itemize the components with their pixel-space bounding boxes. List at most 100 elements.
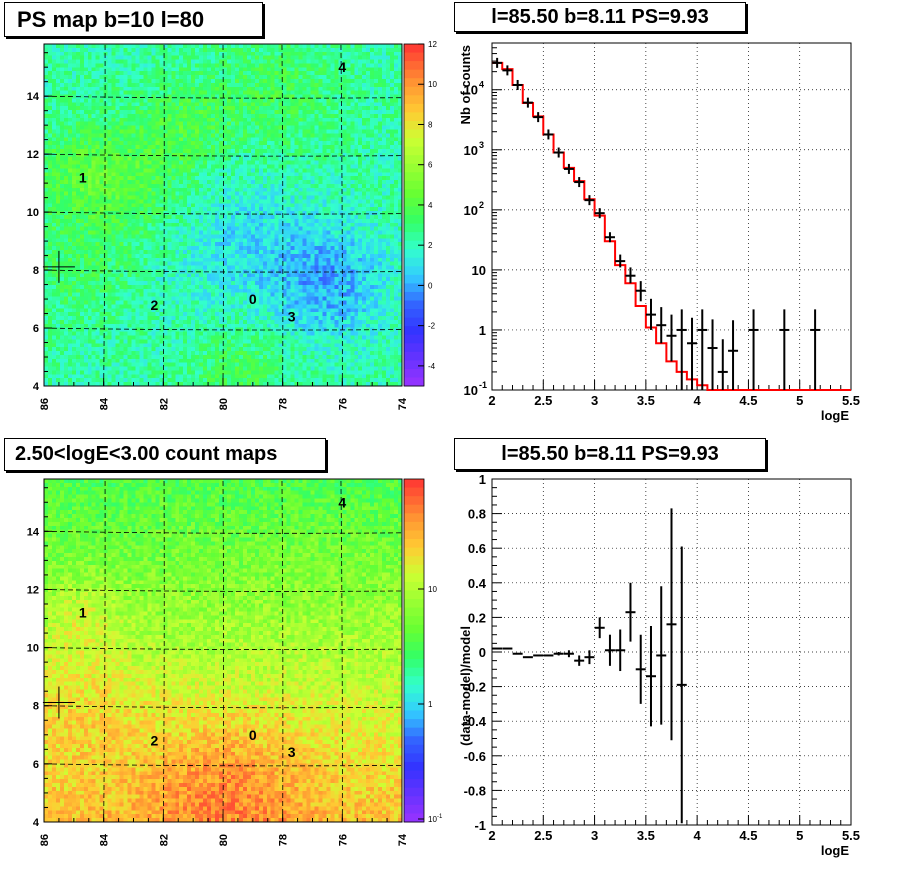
- spectrum-ytick-exp: -1: [479, 380, 487, 390]
- spectrum-ytick-label: 10: [464, 383, 478, 398]
- count-map-ytick-label: 4: [33, 817, 40, 829]
- count-colorbar-cell: [404, 641, 424, 651]
- ps-colorbar-cell: [404, 95, 424, 105]
- count-colorbar-cell: [404, 804, 424, 814]
- count-map-grid-meridian: [340, 478, 343, 823]
- count-colorbar-cell: [404, 693, 424, 703]
- residual-data-point: [594, 617, 605, 639]
- spectrum-data-point: [574, 177, 585, 188]
- count-map-xtick-label: 78: [278, 834, 290, 846]
- spectrum-data-point: [645, 298, 656, 330]
- spectrum-data-point: [728, 320, 739, 390]
- ps-colorbar-label: 8: [428, 120, 433, 129]
- spectrum-ytick-label: 1: [479, 323, 486, 338]
- count-colorbar-cell: [404, 624, 424, 634]
- count-map-xtick-label: 76: [337, 834, 349, 846]
- count-map-source-label-1: 1: [79, 605, 87, 621]
- spectrum-data-point: [748, 309, 759, 390]
- spectrum-data-point: [522, 97, 533, 108]
- residual-data-point: [604, 634, 615, 666]
- ps-colorbar-label: 6: [428, 161, 433, 170]
- ps-map-ytick-label: 4: [33, 381, 40, 393]
- count-colorbar-cell: [404, 787, 424, 797]
- count-map-ytick-label: 10: [27, 643, 39, 655]
- ps-map-grid-meridian: [222, 43, 224, 387]
- ps-map-source-label-0: 0: [249, 291, 257, 307]
- ps-colorbar-label: 4: [428, 201, 433, 210]
- residual-data-point: [584, 650, 595, 665]
- ps-colorbar-label: 0: [428, 281, 433, 290]
- spectrum-data-point: [656, 307, 667, 344]
- ps-colorbar-cell: [404, 360, 424, 370]
- count-map-source-label-0: 0: [249, 727, 257, 743]
- spectrum-data-point: [512, 79, 523, 90]
- ps-colorbar-cell: [404, 317, 424, 327]
- count-colorbar-cell: [404, 744, 424, 754]
- ps-map-grid-meridian: [162, 43, 165, 387]
- residual-title: l=85.50 b=8.11 PS=9.93: [454, 438, 766, 470]
- spectrum-data-point: [553, 147, 564, 158]
- count-colorbar-cell: [404, 813, 424, 823]
- spectrum-model-line: [492, 61, 851, 391]
- spectrum-xlabel: logE: [821, 408, 849, 423]
- count-colorbar-cell: [404, 607, 424, 617]
- ps-map-grid-meridian: [281, 43, 284, 387]
- residual-xtick-label: 3.5: [637, 828, 655, 843]
- ps-map-source-label-4: 4: [338, 59, 346, 75]
- spectrum-data-point: [615, 254, 626, 268]
- spectrum-data-point: [635, 281, 646, 302]
- count-map-grid-parallel: [43, 589, 403, 592]
- residual-ytick-label: 0.6: [468, 541, 486, 556]
- count-colorbar-cell: [404, 770, 424, 780]
- residual-data-point: [553, 652, 564, 656]
- count-colorbar-cell: [404, 564, 424, 574]
- ps-map-xtick-label: 82: [158, 398, 170, 410]
- residual-xtick-label: 4: [694, 828, 702, 843]
- spectrum-data-point: [666, 314, 677, 362]
- spectrum-data-point: [676, 309, 687, 390]
- residual-data-point: [666, 508, 677, 741]
- spectrum-ytick-label: 10: [464, 83, 478, 98]
- count-colorbar-cell: [404, 479, 424, 489]
- count-colorbar-cell: [404, 667, 424, 677]
- count-colorbar-cell: [404, 487, 424, 497]
- count-colorbar-cell: [404, 719, 424, 729]
- spectrum-xtick-label: 4: [694, 393, 702, 408]
- count-colorbar-cell: [404, 779, 424, 789]
- spectrum-data-point: [543, 129, 554, 140]
- ps-map-xtick-label: 80: [218, 398, 230, 410]
- residual-xtick-label: 2.5: [534, 828, 552, 843]
- ps-colorbar-cell: [404, 206, 424, 216]
- ps-map-grid-parallel: [43, 153, 403, 157]
- count-map-source-label-4: 4: [338, 494, 346, 510]
- count-colorbar-cell: [404, 796, 424, 806]
- ps-colorbar-cell: [404, 351, 424, 361]
- count-map-grid-meridian: [103, 478, 106, 823]
- ps-colorbar-cell: [404, 172, 424, 182]
- ps-colorbar-cell: [404, 112, 424, 122]
- ps-colorbar-cell: [404, 52, 424, 62]
- residual-ytick-label: 0.4: [468, 576, 487, 591]
- residual-data-point: [656, 586, 667, 725]
- ps-map-grid-meridian: [340, 43, 343, 387]
- count-map-grid-parallel: [43, 647, 403, 650]
- spectrum-ylabel: Nb of counts: [458, 45, 473, 124]
- count-colorbar-cell: [404, 710, 424, 720]
- count-colorbar-exp: -1: [437, 814, 443, 820]
- residual-ytick-label: 0: [479, 645, 486, 660]
- ps-map-title: PS map b=10 l=80: [4, 2, 263, 37]
- ps-colorbar-cell: [404, 232, 424, 242]
- ps-map-source-label-3: 3: [288, 308, 296, 324]
- count-map-source-label-2: 2: [150, 733, 158, 749]
- ps-colorbar-cell: [404, 86, 424, 96]
- ps-colorbar-cell: [404, 266, 424, 276]
- count-colorbar-cell: [404, 753, 424, 763]
- count-map-xtick-label: 84: [99, 833, 111, 846]
- count-map-grid-meridian: [281, 478, 284, 823]
- count-colorbar-frame: [403, 478, 425, 823]
- ps-map-grid-meridian: [103, 43, 106, 387]
